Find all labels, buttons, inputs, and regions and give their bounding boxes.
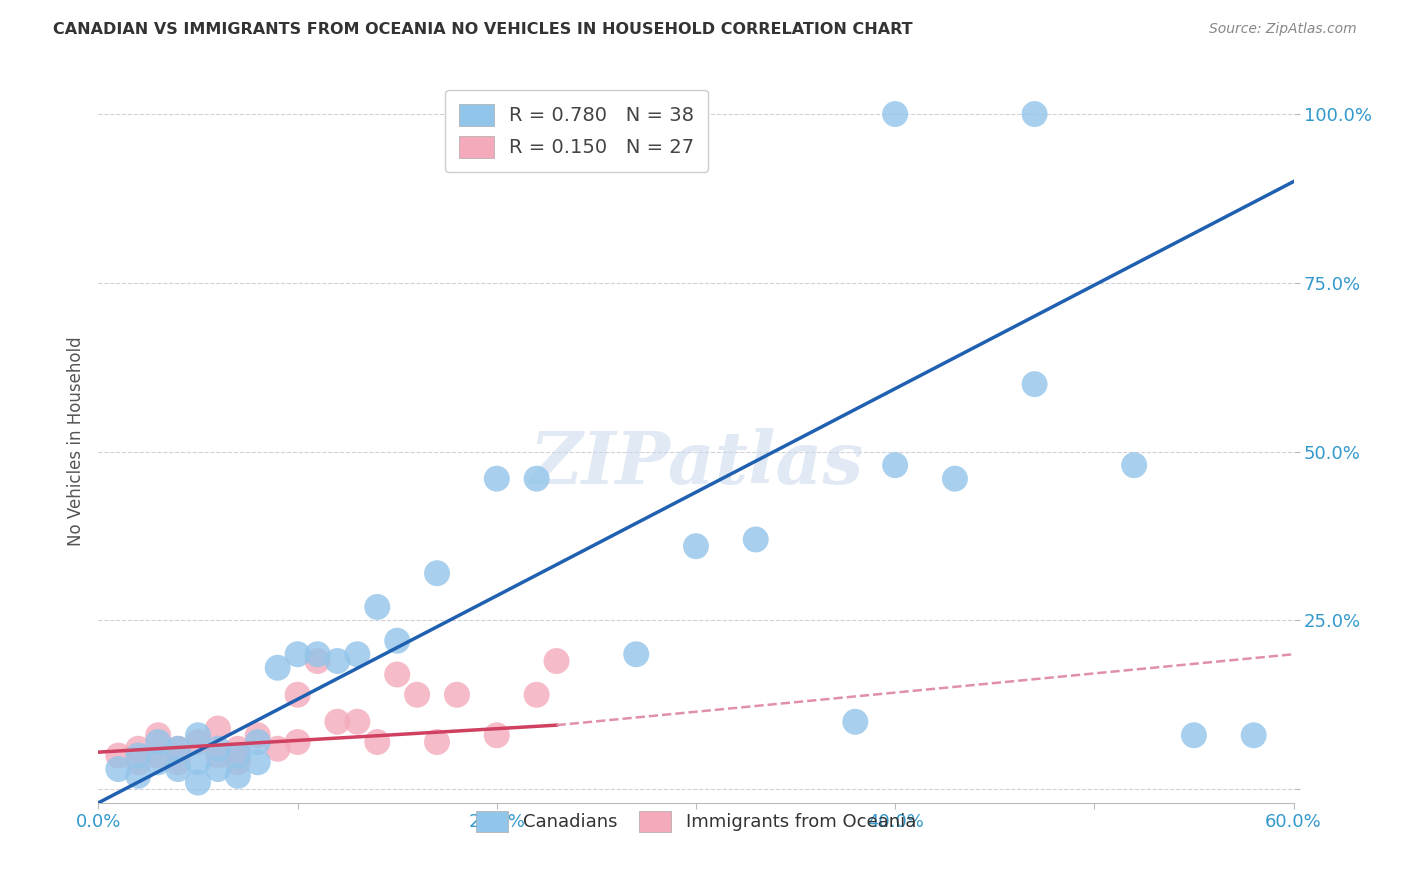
Point <box>267 661 290 675</box>
Point <box>187 756 209 770</box>
Point <box>127 769 149 783</box>
Point <box>267 741 290 756</box>
Point <box>207 748 229 763</box>
Text: ZIPatlas: ZIPatlas <box>529 428 863 499</box>
Point <box>1024 107 1046 121</box>
Point <box>127 748 149 763</box>
Point <box>287 688 309 702</box>
Point <box>526 472 548 486</box>
Point <box>127 756 149 770</box>
Text: Source: ZipAtlas.com: Source: ZipAtlas.com <box>1209 22 1357 37</box>
Point <box>685 539 707 553</box>
Point <box>884 107 907 121</box>
Point <box>148 748 170 763</box>
Point <box>1024 377 1046 392</box>
Point <box>226 756 249 770</box>
Point <box>148 756 170 770</box>
Point <box>148 735 170 749</box>
Point <box>366 599 388 614</box>
Point <box>326 714 349 729</box>
Point <box>844 714 866 729</box>
Point <box>346 647 368 661</box>
Point <box>307 654 329 668</box>
Point <box>187 775 209 789</box>
Point <box>745 533 768 547</box>
Point <box>187 735 209 749</box>
Point <box>1123 458 1146 472</box>
Point <box>246 728 269 742</box>
Point <box>207 722 229 736</box>
Point <box>287 647 309 661</box>
Point <box>226 741 249 756</box>
Point <box>385 667 409 681</box>
Point <box>167 756 190 770</box>
Point <box>326 654 349 668</box>
Point <box>526 688 548 702</box>
Point <box>406 688 429 702</box>
Point <box>366 735 388 749</box>
Point <box>167 741 190 756</box>
Point <box>226 748 249 763</box>
Point <box>246 735 269 749</box>
Point <box>1182 728 1205 742</box>
Point <box>287 735 309 749</box>
Point <box>107 762 129 776</box>
Legend: Canadians, Immigrants from Oceania: Canadians, Immigrants from Oceania <box>463 798 929 845</box>
Point <box>148 728 170 742</box>
Point <box>207 762 229 776</box>
Point <box>546 654 568 668</box>
Point <box>167 741 190 756</box>
Point <box>346 714 368 729</box>
Point <box>943 472 966 486</box>
Y-axis label: No Vehicles in Household: No Vehicles in Household <box>66 336 84 547</box>
Point <box>307 647 329 661</box>
Point <box>1243 728 1265 742</box>
Point <box>127 741 149 756</box>
Point <box>187 728 209 742</box>
Point <box>226 769 249 783</box>
Point <box>246 756 269 770</box>
Point <box>107 748 129 763</box>
Point <box>485 728 508 742</box>
Point <box>167 762 190 776</box>
Point <box>426 735 449 749</box>
Point <box>207 741 229 756</box>
Point <box>626 647 648 661</box>
Point <box>385 633 409 648</box>
Point <box>426 566 449 581</box>
Text: CANADIAN VS IMMIGRANTS FROM OCEANIA NO VEHICLES IN HOUSEHOLD CORRELATION CHART: CANADIAN VS IMMIGRANTS FROM OCEANIA NO V… <box>53 22 912 37</box>
Point <box>485 472 508 486</box>
Point <box>884 458 907 472</box>
Point <box>446 688 468 702</box>
